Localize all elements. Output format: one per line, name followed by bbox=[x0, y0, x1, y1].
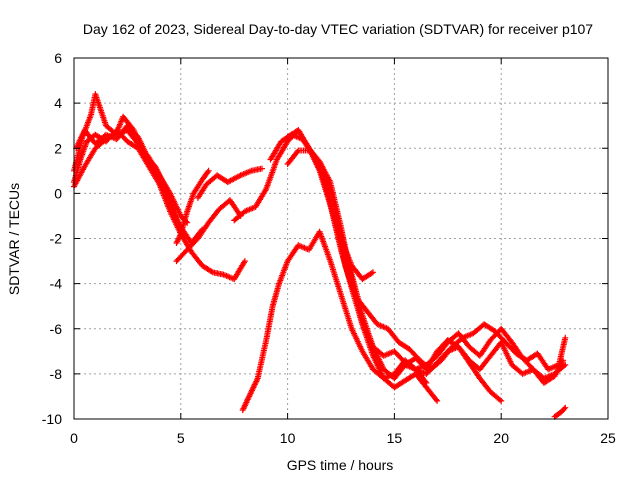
series-markers bbox=[551, 404, 569, 420]
x-axis-title: GPS time / hours bbox=[287, 457, 394, 473]
series-markers bbox=[194, 165, 265, 201]
series-track-13 bbox=[239, 228, 430, 413]
series-track-14 bbox=[402, 337, 505, 404]
series-markers bbox=[173, 167, 212, 246]
y-axis-title: SDTVAR / TECUs bbox=[6, 183, 22, 295]
series-track-6 bbox=[173, 167, 212, 246]
y-tick-label: 4 bbox=[54, 95, 62, 111]
chart-title: Day 162 of 2023, Sidereal Day-to-day VTE… bbox=[83, 21, 593, 37]
series-track-15 bbox=[551, 404, 569, 420]
series-markers bbox=[239, 228, 430, 413]
y-tick-label: -4 bbox=[50, 276, 63, 292]
series-markers bbox=[402, 337, 505, 404]
series-markers bbox=[173, 197, 244, 265]
y-tick-label: -2 bbox=[50, 231, 63, 247]
data-series bbox=[71, 91, 569, 420]
series-track-5 bbox=[173, 197, 244, 265]
x-tick-label: 25 bbox=[600, 430, 616, 446]
y-tick-label: 0 bbox=[54, 185, 62, 201]
grid bbox=[74, 58, 608, 419]
y-tick-label: -6 bbox=[50, 321, 63, 337]
x-tick-label: 5 bbox=[177, 430, 185, 446]
y-tick-label: -8 bbox=[50, 366, 63, 382]
x-tick-label: 0 bbox=[70, 430, 78, 446]
x-tick-label: 20 bbox=[493, 430, 509, 446]
series-track-7 bbox=[194, 165, 265, 201]
y-tick-label: -10 bbox=[42, 411, 62, 427]
x-tick-label: 10 bbox=[280, 430, 296, 446]
y-tick-label: 6 bbox=[54, 50, 62, 66]
axes: 0 5 10 15 20 25 -10 -8 -6 -4 -2 0 2 4 6 bbox=[42, 50, 616, 446]
x-tick-label: 15 bbox=[387, 430, 403, 446]
y-tick-label: 2 bbox=[54, 140, 62, 156]
